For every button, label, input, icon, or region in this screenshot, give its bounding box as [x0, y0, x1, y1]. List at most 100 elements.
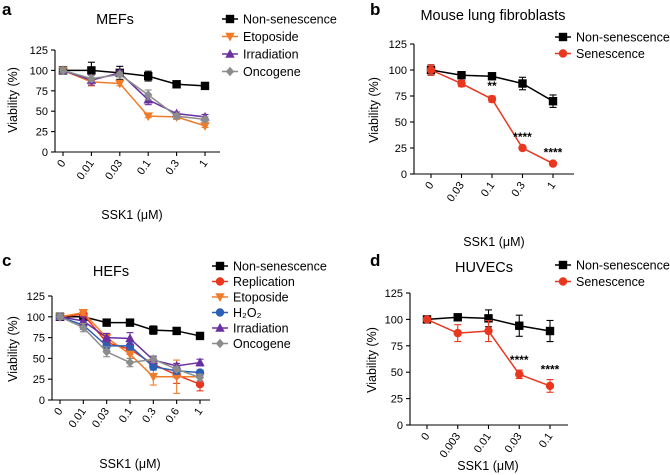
legend-label: Non-senescence — [233, 260, 327, 274]
significance-annotation: **** — [510, 353, 529, 367]
x-tick-label: 0.1 — [117, 406, 136, 425]
x-tick-label: 0.3 — [163, 158, 182, 177]
y-tick-label: 125 — [27, 291, 45, 303]
legend-marker — [215, 338, 225, 349]
data-point — [143, 112, 153, 122]
data-point — [55, 312, 65, 322]
series-non-senescence — [426, 64, 558, 108]
y-tick-label: 0 — [397, 420, 403, 432]
data-point — [172, 80, 181, 89]
legend-label: Etoposide — [243, 30, 299, 44]
data-point — [171, 373, 182, 382]
y-axis-label: Viability (%) — [6, 316, 20, 382]
chart-panel-d: d HUVECs 0 25 50 75 100 125 0 0.003 0.01 0.03 0.1 SSK… — [365, 251, 670, 473]
y-tick-label: 0 — [39, 395, 45, 407]
legend-marker — [558, 49, 568, 58]
data-point — [515, 321, 524, 330]
x-tick-label: 0.01 — [75, 158, 97, 182]
data-point — [453, 328, 462, 338]
data-point — [125, 357, 135, 368]
y-tick-label: 100 — [27, 312, 45, 324]
chart-title: HUVECs — [455, 260, 513, 276]
panel-label: b — [370, 0, 380, 19]
significance-annotation: **** — [513, 130, 532, 144]
x-tick-label: 0.03 — [103, 158, 125, 182]
x-tick-label: 0.03 — [503, 431, 525, 455]
data-point — [518, 79, 527, 88]
x-axis-label: SSK1 (μM) — [101, 208, 162, 222]
x-tick-label: 0.1 — [135, 158, 154, 177]
data-point — [172, 111, 181, 121]
data-point — [200, 81, 210, 91]
y-tick-label: 25 — [36, 127, 48, 139]
legend-marker — [225, 49, 235, 58]
x-tick-label: 0.03 — [90, 406, 112, 430]
y-tick-label: 0 — [401, 169, 407, 181]
x-tick-label: 0.01 — [67, 406, 89, 430]
y-tick-label: 100 — [385, 314, 403, 326]
data-point — [87, 66, 96, 75]
data-point — [102, 341, 111, 351]
data-point — [515, 370, 524, 379]
x-tick-label: 0.1 — [537, 431, 556, 450]
data-point — [195, 357, 205, 367]
legend-label: Irradiation — [233, 322, 289, 336]
y-tick-label: 125 — [30, 45, 48, 57]
legend-label: Irradiation — [243, 48, 299, 62]
x-tick-label: 1 — [545, 180, 558, 192]
legend-marker — [225, 14, 235, 24]
data-point — [149, 354, 158, 365]
legend-marker — [215, 308, 225, 317]
y-tick-label: 25 — [391, 394, 403, 406]
x-tick-label: 0.003 — [438, 431, 464, 460]
y-tick-label: 75 — [36, 86, 48, 98]
data-point — [487, 94, 497, 104]
legend-label: Replication — [233, 275, 295, 289]
data-point — [144, 90, 153, 100]
legend-label: Senescence — [576, 47, 645, 61]
legend-marker — [215, 261, 225, 271]
data-point — [125, 318, 135, 327]
chart-title: MEFs — [96, 12, 134, 28]
legend-marker — [225, 32, 235, 42]
y-axis-label: Viability (%) — [365, 327, 379, 393]
y-tick-label: 50 — [391, 367, 403, 379]
y-tick-label: 75 — [395, 91, 407, 103]
y-tick-label: 100 — [389, 65, 407, 77]
x-tick-label: 0.01 — [472, 431, 494, 455]
significance-annotation: **** — [541, 363, 560, 377]
x-axis-label: SSK1 (μM) — [457, 459, 518, 473]
significance-annotation: ** — [487, 79, 497, 93]
data-point — [149, 325, 158, 335]
x-tick-label: 0.1 — [479, 180, 498, 199]
x-tick-label: 0.3 — [140, 406, 159, 425]
legend-marker — [215, 293, 225, 302]
series-line — [62, 69, 206, 121]
legend-label: Non-senescence — [576, 31, 670, 45]
x-tick-label: 0 — [55, 158, 68, 170]
x-tick-label: 0.6 — [164, 406, 183, 425]
data-point — [453, 313, 462, 322]
legend-marker — [225, 66, 235, 77]
y-axis-label: Viability (%) — [367, 77, 381, 143]
series-irradiation — [58, 65, 210, 121]
data-point — [195, 331, 205, 341]
data-point — [87, 73, 96, 84]
x-axis-label: SSK1 (μM) — [99, 457, 160, 471]
legend-marker — [558, 277, 568, 286]
y-tick-label: 50 — [36, 106, 48, 118]
x-tick-label: 1 — [197, 158, 210, 170]
data-point — [172, 326, 181, 336]
data-point — [200, 122, 210, 131]
data-point — [518, 143, 527, 153]
data-point — [148, 373, 159, 382]
y-tick-label: 100 — [30, 65, 48, 77]
data-point — [78, 315, 89, 325]
data-point — [195, 379, 205, 389]
legend-marker — [215, 323, 225, 332]
legend-marker — [558, 260, 568, 270]
x-tick-label: 1 — [192, 406, 205, 418]
data-point — [58, 65, 68, 76]
